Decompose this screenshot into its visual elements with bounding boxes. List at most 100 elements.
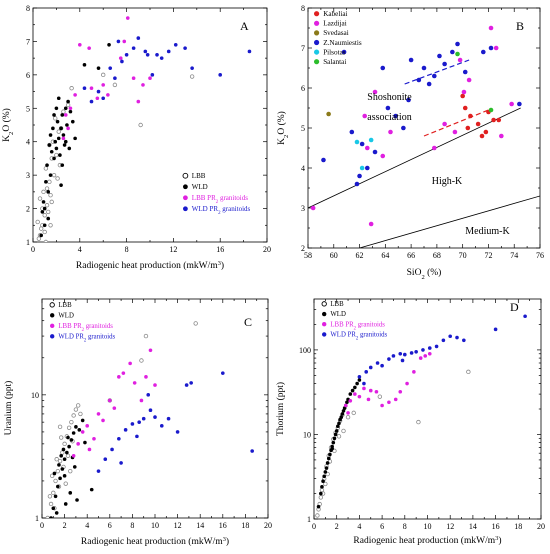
legend-label: WLD xyxy=(192,183,208,191)
data-point xyxy=(71,453,76,458)
data-point xyxy=(326,111,331,117)
data-point xyxy=(48,192,53,198)
legend-label: LBB PR2 granitoids xyxy=(330,321,385,331)
data-point xyxy=(153,383,157,387)
data-point xyxy=(331,440,336,445)
data-point xyxy=(452,129,458,135)
data-point xyxy=(139,358,144,363)
series-wld xyxy=(49,418,94,518)
data-point xyxy=(49,473,55,479)
data-point xyxy=(426,81,432,87)
series-lazdijai xyxy=(310,25,514,227)
data-point xyxy=(143,333,149,339)
data-point xyxy=(77,428,82,432)
data-point xyxy=(57,463,61,467)
data-point xyxy=(53,139,58,144)
data-point xyxy=(393,113,398,119)
data-point xyxy=(123,428,128,432)
data-point xyxy=(48,223,53,228)
data-point xyxy=(141,83,145,87)
data-point xyxy=(125,16,130,20)
data-point xyxy=(63,139,68,144)
boundary-line xyxy=(359,195,540,248)
data-point xyxy=(67,444,71,449)
data-point xyxy=(364,165,370,171)
data-point xyxy=(68,468,73,474)
data-point xyxy=(60,113,65,117)
y-axis-label: K2O (%) xyxy=(276,111,290,145)
data-point xyxy=(409,351,414,355)
data-point xyxy=(53,494,58,499)
data-point xyxy=(49,149,54,154)
data-point xyxy=(46,209,51,215)
data-point xyxy=(455,335,459,340)
data-point xyxy=(42,206,47,211)
data-point xyxy=(319,491,323,496)
data-point xyxy=(69,86,74,91)
data-point xyxy=(323,470,328,474)
data-point xyxy=(341,49,347,55)
data-point xyxy=(408,57,414,63)
legend-label: Kabeliai xyxy=(323,10,347,18)
data-point xyxy=(143,49,148,54)
data-point xyxy=(54,457,59,462)
data-point xyxy=(364,370,369,374)
data-point xyxy=(37,196,43,201)
x-tick-label: 74 xyxy=(510,251,518,260)
data-point xyxy=(324,466,329,470)
data-point xyxy=(65,123,69,127)
data-point xyxy=(418,356,423,360)
x-tick-label: 20 xyxy=(263,245,271,254)
data-point xyxy=(345,400,349,405)
plot-area xyxy=(315,314,527,518)
data-point xyxy=(63,481,68,486)
data-point xyxy=(62,457,67,462)
data-point xyxy=(136,36,141,40)
data-point xyxy=(173,42,178,47)
data-point xyxy=(42,229,47,235)
data-point xyxy=(66,126,70,131)
data-point xyxy=(108,398,112,403)
data-point xyxy=(44,203,50,208)
data-point xyxy=(135,434,139,439)
data-point xyxy=(124,53,129,57)
data-point xyxy=(139,398,144,403)
data-point xyxy=(51,126,55,131)
data-point xyxy=(432,145,437,151)
data-point xyxy=(321,157,326,163)
data-point xyxy=(480,49,486,55)
data-point xyxy=(51,490,56,496)
data-point xyxy=(71,431,76,435)
x-tick-label: 2 xyxy=(63,521,67,530)
data-point xyxy=(100,72,106,78)
x-tick-label: 16 xyxy=(216,245,224,254)
x-tick-label: 12 xyxy=(174,521,182,530)
series-wld xyxy=(39,42,111,238)
data-point xyxy=(353,392,357,396)
plot-area xyxy=(45,321,254,518)
data-point xyxy=(43,166,49,171)
x-tick-label: 66 xyxy=(407,251,415,260)
data-point xyxy=(341,428,346,434)
data-point xyxy=(41,189,46,195)
data-point xyxy=(68,106,73,111)
data-point xyxy=(82,86,87,91)
panel-b: 58 60 62 64 66 68 70 72 74 76 2 3 4 5 6 7 8 SiO2 (%) K2O (… xyxy=(276,4,544,281)
data-point xyxy=(336,434,342,439)
data-point xyxy=(92,436,96,441)
legend-label: Svedasai xyxy=(323,29,349,37)
data-point xyxy=(68,491,73,495)
data-point xyxy=(59,183,63,187)
data-point xyxy=(354,181,360,187)
data-point xyxy=(461,89,467,95)
data-point xyxy=(509,101,514,107)
y-tick-label: 10 xyxy=(31,391,39,400)
data-point xyxy=(398,389,403,394)
data-point xyxy=(432,73,437,79)
data-point xyxy=(377,394,383,399)
data-point xyxy=(189,381,193,385)
data-point xyxy=(66,435,70,440)
data-point xyxy=(393,397,398,402)
data-point xyxy=(337,421,341,426)
x-tick-label: 0 xyxy=(312,522,316,531)
